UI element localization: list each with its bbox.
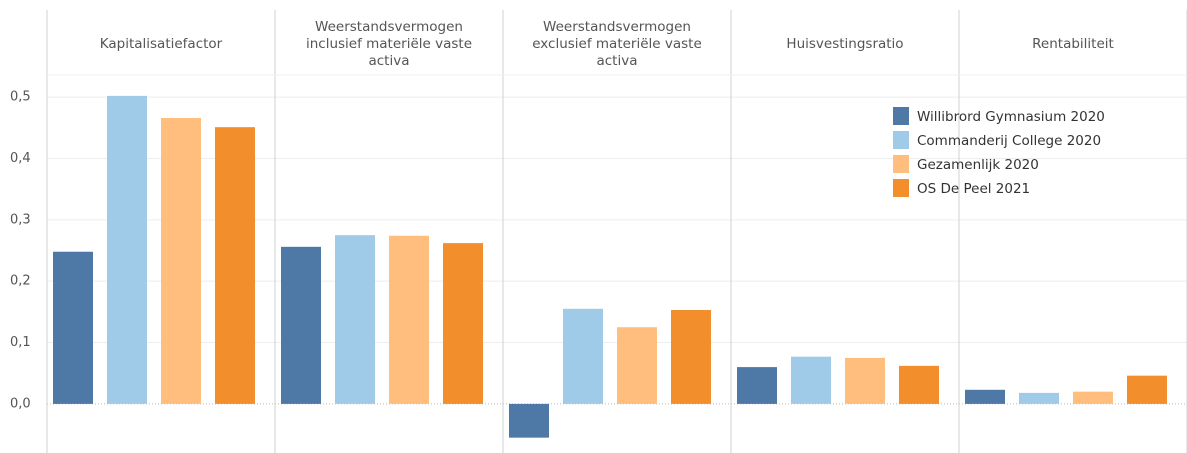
bar	[899, 365, 939, 404]
bar	[335, 235, 375, 404]
bar	[509, 403, 549, 438]
bar	[671, 310, 711, 404]
panel-header: Kapitalisatiefactor	[99, 35, 223, 52]
legend-label: Commanderij College 2020	[917, 133, 1101, 149]
y-tick-label: 0,5	[10, 90, 31, 105]
legend-label: OS De Peel 2021	[917, 181, 1030, 197]
bar	[53, 251, 93, 404]
bar	[107, 95, 147, 404]
bar	[845, 357, 885, 404]
bar	[443, 243, 483, 404]
legend-label: Gezamenlijk 2020	[917, 157, 1039, 173]
bar	[161, 117, 201, 404]
panel-header: Weerstandsvermogen exclusief materiële v…	[532, 18, 702, 69]
legend-swatch	[893, 155, 909, 173]
bar	[1073, 391, 1113, 404]
panel-header: Rentabiliteit	[1032, 35, 1114, 52]
y-tick-label: 0,0	[10, 396, 31, 411]
legend-label: Willibrord Gymnasium 2020	[917, 109, 1105, 125]
bar	[791, 356, 831, 404]
bar	[617, 327, 657, 404]
bar	[563, 308, 603, 404]
legend-swatch	[893, 131, 909, 149]
bar	[215, 127, 255, 404]
panel-header: Weerstandsvermogen inclusief materiële v…	[305, 18, 473, 69]
y-tick-label: 0,3	[10, 212, 31, 227]
y-tick-label: 0,2	[10, 274, 31, 289]
bar	[737, 367, 777, 404]
legend-swatch	[893, 179, 909, 197]
legend-swatch	[893, 107, 909, 125]
bar	[1127, 375, 1167, 404]
bar	[965, 389, 1005, 404]
y-tick-label: 0,4	[10, 151, 31, 166]
panel-header: Huisvestingsratio	[786, 35, 904, 52]
y-tick-label: 0,1	[10, 335, 31, 350]
bar	[389, 235, 429, 404]
bar	[281, 246, 321, 404]
bar	[1019, 392, 1059, 404]
